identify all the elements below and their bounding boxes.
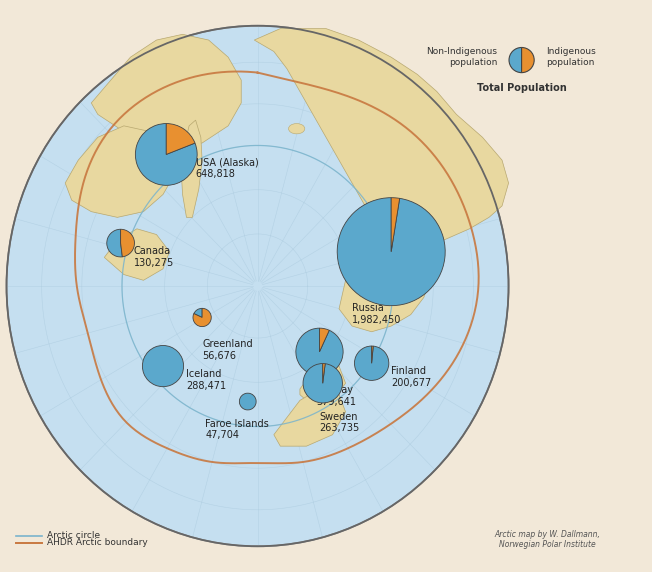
Wedge shape (319, 328, 329, 352)
Wedge shape (107, 229, 123, 257)
Wedge shape (296, 328, 343, 375)
Wedge shape (166, 124, 195, 154)
Ellipse shape (246, 397, 254, 402)
Polygon shape (254, 29, 509, 240)
Ellipse shape (289, 124, 305, 134)
Text: Indigenous
population: Indigenous population (546, 47, 596, 67)
Polygon shape (65, 126, 176, 217)
Wedge shape (142, 345, 184, 387)
Text: Arctic map by W. Dallmann,
Norwegian Polar Institute: Arctic map by W. Dallmann, Norwegian Pol… (495, 530, 600, 549)
Polygon shape (104, 229, 170, 280)
Text: USA (Alaska)
648,818: USA (Alaska) 648,818 (196, 157, 258, 179)
Polygon shape (300, 360, 346, 406)
Text: Total Population: Total Population (477, 82, 567, 93)
Wedge shape (391, 198, 400, 252)
Polygon shape (91, 34, 241, 149)
Ellipse shape (7, 26, 509, 546)
Polygon shape (181, 120, 202, 217)
Wedge shape (193, 308, 211, 327)
Text: Russia
1,982,450: Russia 1,982,450 (352, 303, 402, 325)
Text: Finland
200,677: Finland 200,677 (391, 366, 432, 388)
Text: Arctic circle: Arctic circle (47, 531, 100, 541)
Wedge shape (194, 308, 202, 317)
Wedge shape (509, 47, 522, 73)
Polygon shape (339, 246, 430, 332)
Text: AHDR Arctic boundary: AHDR Arctic boundary (47, 538, 148, 547)
Ellipse shape (151, 356, 182, 371)
Text: Sweden
263,735: Sweden 263,735 (319, 412, 360, 434)
Text: Canada
130,275: Canada 130,275 (134, 246, 174, 268)
Text: Greenland
56,676: Greenland 56,676 (202, 339, 253, 361)
Text: Faroe Islands
47,704: Faroe Islands 47,704 (205, 419, 269, 440)
Wedge shape (323, 364, 325, 383)
Wedge shape (337, 198, 445, 305)
Wedge shape (121, 229, 134, 257)
Text: Norway
379,641: Norway 379,641 (316, 385, 356, 407)
Polygon shape (274, 389, 346, 446)
Wedge shape (522, 47, 534, 73)
Wedge shape (136, 124, 197, 185)
Wedge shape (372, 346, 373, 363)
Text: Non-Indigenous
population: Non-Indigenous population (426, 47, 497, 67)
Text: Iceland
288,471: Iceland 288,471 (186, 369, 226, 391)
Wedge shape (303, 364, 342, 403)
Wedge shape (239, 393, 256, 410)
Wedge shape (355, 346, 389, 380)
